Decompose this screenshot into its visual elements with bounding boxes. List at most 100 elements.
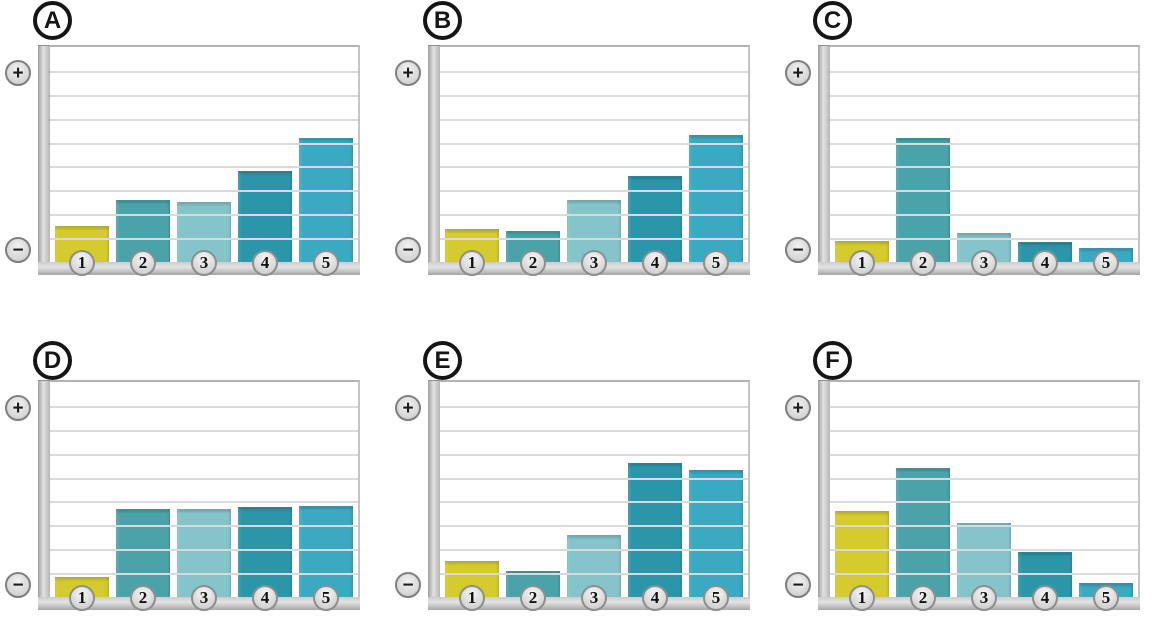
y-axis	[818, 380, 830, 597]
plot-area: 1 2 3 4 5	[50, 45, 360, 276]
gridline	[440, 429, 748, 432]
gridline	[830, 70, 1138, 73]
bar-4: 4	[628, 176, 682, 276]
minus-icon: −	[785, 572, 811, 598]
bar-3: 3	[567, 534, 621, 611]
gridline	[50, 405, 358, 408]
bar-number-badge: 2	[130, 585, 156, 611]
plot-area: 1 2 3 4 5	[830, 380, 1140, 611]
panel-letter-badge: D	[33, 341, 72, 380]
bar-number-badge: 1	[69, 250, 95, 276]
gridline	[830, 238, 1138, 241]
bar-number-badge: 3	[581, 585, 607, 611]
bar-2: 2	[506, 230, 560, 276]
gridline	[830, 525, 1138, 528]
plus-icon: +	[785, 395, 811, 421]
bar-chart: 1 2 3 4 5 + −	[5, 45, 360, 276]
bar-1: 1	[835, 240, 889, 276]
plus-icon: +	[785, 60, 811, 86]
gridline	[440, 238, 748, 241]
plot-area: 1 2 3 4 5	[50, 380, 360, 611]
gridline	[440, 70, 748, 73]
bar-number-badge: 2	[130, 250, 156, 276]
bar-chart: 1 2 3 4 5 + −	[395, 45, 750, 276]
bars-container: 1 2 3 4 5	[50, 47, 358, 276]
gridline	[830, 166, 1138, 169]
gridline	[440, 477, 748, 480]
gridline	[440, 94, 748, 97]
gridline	[440, 549, 748, 552]
bar-2: 2	[506, 570, 560, 611]
gridline	[50, 94, 358, 97]
bar-number-badge: 3	[581, 250, 607, 276]
plot-area: 1 2 3 4 5	[830, 45, 1140, 276]
bar-3: 3	[177, 202, 231, 276]
bar-number-badge: 4	[1032, 585, 1058, 611]
gridline	[50, 70, 358, 73]
bar-1: 1	[55, 576, 109, 611]
bar-number-badge: 2	[520, 585, 546, 611]
bar-number-badge: 2	[910, 250, 936, 276]
gridline	[830, 142, 1138, 145]
gridline	[440, 525, 748, 528]
bar-5: 5	[689, 470, 743, 611]
bar-4: 4	[628, 463, 682, 611]
bar-number-badge: 3	[191, 585, 217, 611]
bar-number-badge: 1	[849, 250, 875, 276]
y-axis	[38, 380, 50, 597]
gridline	[50, 549, 358, 552]
bar-number-badge: 5	[313, 585, 339, 611]
gridline	[440, 142, 748, 145]
gridline	[830, 429, 1138, 432]
chart-panel-b: B 1 2 3 4 5 + −	[390, 0, 780, 300]
gridline	[440, 405, 748, 408]
bar-4: 4	[1018, 241, 1072, 276]
bar-number-badge: 4	[642, 585, 668, 611]
bar-3: 3	[177, 508, 231, 611]
gridline	[50, 166, 358, 169]
plot-area: 1 2 3 4 5	[440, 45, 750, 276]
panel-letter-badge: C	[813, 1, 852, 40]
bar-3: 3	[957, 522, 1011, 611]
chart-panel-e: E 1 2 3 4 5 + −	[390, 322, 780, 622]
bar-2: 2	[896, 137, 950, 276]
bar-number-badge: 4	[252, 585, 278, 611]
bar-5: 5	[299, 506, 353, 611]
bar-chart: 1 2 3 4 5 + −	[785, 45, 1140, 276]
bar-number-badge: 4	[642, 250, 668, 276]
bar-number-badge: 2	[910, 585, 936, 611]
bar-5: 5	[689, 135, 743, 276]
gridline	[50, 453, 358, 456]
gridline	[50, 238, 358, 241]
bar-5: 5	[1079, 582, 1133, 611]
gridline	[50, 142, 358, 145]
minus-icon: −	[5, 572, 31, 598]
panel-letter-badge: A	[33, 1, 72, 40]
gridline	[440, 453, 748, 456]
gridline	[830, 405, 1138, 408]
gridline	[50, 190, 358, 193]
bars-container: 1 2 3 4 5	[830, 47, 1138, 276]
bar-4: 4	[238, 507, 292, 611]
chart-panel-f: F 1 2 3 4 5 + −	[780, 322, 1170, 622]
bar-5: 5	[299, 137, 353, 276]
bar-number-badge: 5	[313, 250, 339, 276]
gridline	[830, 94, 1138, 97]
gridline	[50, 429, 358, 432]
panel-letter-badge: B	[423, 1, 462, 40]
minus-icon: −	[395, 572, 421, 598]
bar-chart: 1 2 3 4 5 + −	[785, 380, 1140, 611]
plus-icon: +	[395, 60, 421, 86]
chart-panel-c: C 1 2 3 4 5 + −	[780, 0, 1170, 300]
gridline	[830, 453, 1138, 456]
bar-chart: 1 2 3 4 5 + −	[395, 380, 750, 611]
bar-number-badge: 1	[459, 585, 485, 611]
gridline	[830, 190, 1138, 193]
bar-number-badge: 4	[252, 250, 278, 276]
gridline	[830, 214, 1138, 217]
plus-icon: +	[395, 395, 421, 421]
minus-icon: −	[785, 237, 811, 263]
bar-2: 2	[116, 199, 170, 276]
gridline	[830, 549, 1138, 552]
